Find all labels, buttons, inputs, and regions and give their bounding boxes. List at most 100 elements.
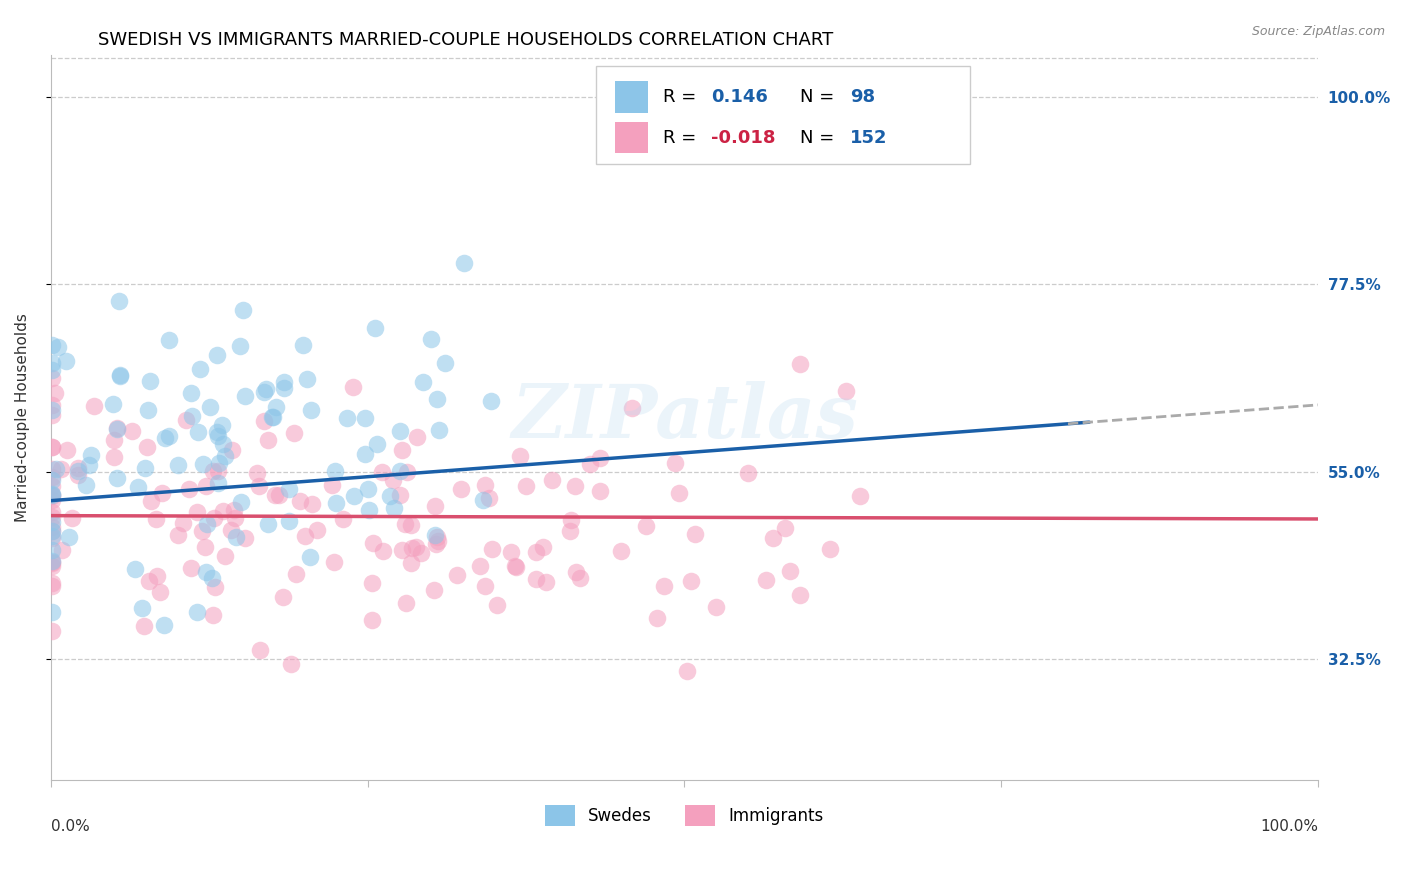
Point [121, 424, 143, 438]
Point [195, 479, 218, 493]
Point [755, 573, 778, 587]
Point [474, 478, 496, 492]
Point [332, 512, 354, 526]
Point [704, 600, 727, 615]
Point [107, 294, 129, 309]
Point [107, 470, 129, 484]
Point [524, 544, 547, 558]
Point [273, 380, 295, 394]
Point [41, 488, 63, 502]
Point [737, 466, 759, 480]
Point [41, 493, 63, 508]
Point [284, 566, 307, 581]
Text: N =: N = [800, 128, 839, 146]
Text: -0.018: -0.018 [711, 128, 776, 146]
Point [105, 422, 128, 436]
Point [77, 458, 100, 473]
Point [83, 399, 105, 413]
Point [253, 414, 276, 428]
Point [578, 457, 600, 471]
Point [681, 574, 703, 589]
Point [41, 371, 63, 385]
Point [231, 495, 253, 509]
Point [105, 421, 128, 435]
Point [564, 565, 586, 579]
Point [354, 447, 377, 461]
Point [41, 363, 63, 377]
Point [180, 386, 202, 401]
Point [364, 321, 387, 335]
Point [273, 375, 295, 389]
Point [41, 605, 63, 619]
Point [41, 486, 63, 500]
Point [453, 256, 475, 270]
Point [301, 402, 323, 417]
Point [41, 473, 63, 487]
Point [288, 494, 311, 508]
Point [186, 505, 208, 519]
Point [149, 584, 172, 599]
Point [401, 541, 423, 555]
Point [389, 425, 412, 439]
Point [233, 532, 256, 546]
Point [207, 464, 229, 478]
Point [260, 410, 283, 425]
Point [222, 503, 245, 517]
Point [194, 540, 217, 554]
Point [569, 571, 592, 585]
Point [201, 464, 224, 478]
Point [124, 561, 146, 575]
Point [172, 516, 194, 531]
Point [66, 468, 89, 483]
Point [138, 574, 160, 588]
Point [177, 482, 200, 496]
Point [531, 540, 554, 554]
Point [41, 515, 63, 529]
Point [253, 385, 276, 400]
Point [278, 514, 301, 528]
Bar [614, 81, 648, 112]
Point [247, 479, 270, 493]
Point [277, 482, 299, 496]
Point [394, 517, 416, 532]
FancyBboxPatch shape [596, 66, 970, 164]
Point [134, 460, 156, 475]
Point [41, 543, 63, 558]
Point [505, 559, 527, 574]
Point [558, 524, 581, 539]
Point [481, 541, 503, 556]
Text: 100.0%: 100.0% [1260, 820, 1317, 835]
Point [66, 464, 89, 478]
Point [354, 411, 377, 425]
Point [108, 369, 131, 384]
Point [425, 499, 447, 513]
Point [136, 403, 159, 417]
Point [80, 448, 103, 462]
Point [336, 410, 359, 425]
Point [41, 462, 63, 476]
Text: R =: R = [662, 87, 702, 106]
Point [205, 348, 228, 362]
Point [325, 496, 347, 510]
Point [166, 528, 188, 542]
Point [321, 478, 343, 492]
Point [190, 362, 212, 376]
Point [636, 519, 658, 533]
Point [254, 382, 277, 396]
Point [262, 410, 284, 425]
Point [468, 558, 491, 573]
Point [219, 523, 242, 537]
Point [49, 462, 72, 476]
Point [41, 504, 63, 518]
Point [762, 532, 785, 546]
Point [41, 556, 63, 570]
Point [292, 338, 315, 352]
Point [186, 606, 208, 620]
Point [56, 443, 79, 458]
Y-axis label: Married-couple Households: Married-couple Households [15, 313, 30, 522]
Point [214, 449, 236, 463]
Point [343, 489, 366, 503]
Point [589, 450, 612, 465]
Point [198, 401, 221, 415]
Point [41, 576, 63, 591]
